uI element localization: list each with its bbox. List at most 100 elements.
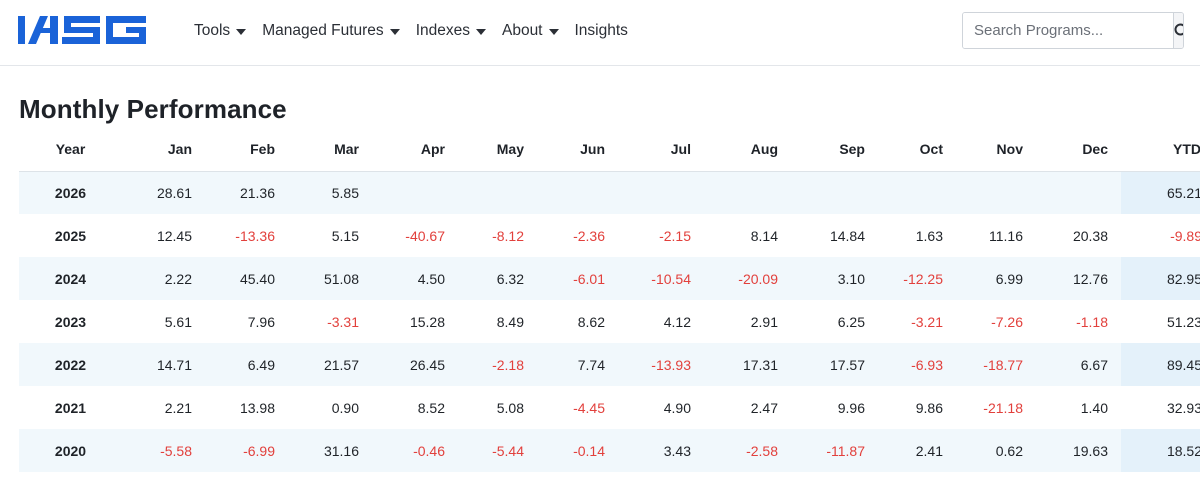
month-value-cell: 9.86: [915, 399, 943, 416]
month-value-cell: 17.57: [791, 343, 878, 386]
column-header[interactable]: May: [458, 128, 537, 172]
month-value-cell: 2.41: [878, 429, 956, 472]
month-value-cell: 12.45: [156, 227, 192, 244]
month-value-cell: -3.31: [327, 313, 359, 330]
table-body: 2026 28.61 21.36 5.85 65.21 2025 12.45 -13.36 5.…: [19, 171, 1200, 472]
chevron-down-icon: [236, 29, 247, 35]
column-header[interactable]: Dec: [1036, 128, 1121, 172]
ytd-value-cell: 65.21: [1121, 171, 1200, 214]
year-cell: 2023: [54, 313, 87, 330]
ytd-value-cell: -9.89: [1170, 227, 1200, 244]
month-value-cell: 6.99: [956, 257, 1036, 300]
table-row: 2023 5.61 7.96 -3.31 15.28 8.49 8.62 4.12 2.91 6.…: [19, 300, 1200, 343]
ytd-value-cell: 32.93: [1166, 399, 1200, 416]
nav-tools[interactable]: Tools: [194, 22, 247, 40]
month-value-cell: 5.61: [164, 313, 192, 330]
month-value-cell: 15.28: [409, 313, 445, 330]
month-value-cell: [618, 171, 704, 214]
month-value-cell: 2.47: [750, 399, 778, 416]
column-header[interactable]: Feb: [205, 128, 288, 172]
column-header[interactable]: Year: [19, 128, 122, 172]
chevron-down-icon: [548, 29, 559, 35]
month-value-cell: 3.10: [791, 257, 878, 300]
column-header[interactable]: Jul: [618, 128, 704, 172]
year-cell: 2022: [19, 343, 122, 386]
month-value-cell: -5.44: [458, 429, 537, 472]
month-value-cell: 20.38: [1072, 227, 1108, 244]
nav-insights[interactable]: Insights: [575, 22, 628, 40]
monthly-performance-table: Year Jan Feb Mar Apr May Jun Jul Aug Sep…: [19, 128, 1200, 472]
table-row: 2025 12.45 -13.36 5.15 -40.67 -8.12 -2.36 -2.15…: [19, 214, 1200, 257]
month-value-cell: 5.15: [331, 227, 359, 244]
nav-about[interactable]: About: [502, 22, 559, 40]
nav-managed-futures[interactable]: Managed Futures: [262, 22, 400, 40]
nav-indexes[interactable]: Indexes: [416, 22, 486, 40]
year-cell: 2025: [54, 227, 87, 244]
nav-insights-label: Insights: [574, 22, 628, 39]
chevron-down-icon: [475, 29, 486, 35]
column-header[interactable]: Apr: [372, 128, 458, 172]
month-value-cell: -2.18: [458, 343, 537, 386]
column-header[interactable]: YTD: [1121, 128, 1200, 172]
search-button[interactable]: [1173, 13, 1183, 48]
nav-indexes-label: Indexes: [415, 22, 470, 39]
month-value-cell: 1.40: [1080, 399, 1108, 416]
month-value-cell: 6.49: [205, 343, 288, 386]
month-value-cell: 13.98: [239, 399, 275, 416]
year-cell: 2020: [19, 429, 122, 472]
ytd-value-cell: 89.45: [1121, 343, 1200, 386]
month-value-cell: 2.91: [750, 313, 778, 330]
month-value-cell: -6.01: [537, 257, 618, 300]
month-value-cell: 51.08: [288, 257, 372, 300]
iasg-logo[interactable]: [18, 14, 158, 46]
month-value-cell: 5.85: [288, 171, 372, 214]
nav-managed-futures-label: Managed Futures: [262, 22, 384, 39]
chevron-down-icon: [389, 29, 400, 35]
month-value-cell: 8.52: [417, 399, 445, 416]
column-header[interactable]: Oct: [878, 128, 956, 172]
month-value-cell: 2.21: [164, 399, 192, 416]
month-value-cell: 2.22: [122, 257, 205, 300]
month-value-cell: 21.57: [288, 343, 372, 386]
search-input[interactable]: [963, 13, 1173, 48]
month-value-cell: -8.12: [492, 227, 524, 244]
column-header[interactable]: Jan: [122, 128, 205, 172]
nav-about-label: About: [501, 22, 543, 39]
month-value-cell: -2.36: [573, 227, 605, 244]
month-value-cell: -13.93: [618, 343, 704, 386]
table-row: 2024 2.22 45.40 51.08 4.50 6.32 -6.01 -10.54 -20…: [19, 257, 1200, 300]
search-icon: [1174, 23, 1183, 35]
month-value-cell: 7.96: [247, 313, 275, 330]
month-value-cell: -2.58: [704, 429, 791, 472]
month-value-cell: 21.36: [205, 171, 288, 214]
column-header[interactable]: Jun: [537, 128, 618, 172]
year-cell: 2024: [19, 257, 122, 300]
column-header[interactable]: Nov: [956, 128, 1036, 172]
month-value-cell: 7.74: [537, 343, 618, 386]
table-row: 2021 2.21 13.98 0.90 8.52 5.08 -4.45 4.90 2.47 9.…: [19, 386, 1200, 429]
month-value-cell: 9.96: [837, 399, 865, 416]
month-value-cell: 31.16: [288, 429, 372, 472]
month-value-cell: -20.09: [704, 257, 791, 300]
ytd-value-cell: 18.52: [1121, 429, 1200, 472]
month-value-cell: -0.46: [372, 429, 458, 472]
month-value-cell: -40.67: [405, 227, 445, 244]
column-header[interactable]: Aug: [704, 128, 791, 172]
month-value-cell: 17.31: [704, 343, 791, 386]
month-value-cell: 26.45: [372, 343, 458, 386]
month-value-cell: 3.43: [618, 429, 704, 472]
month-value-cell: -0.14: [537, 429, 618, 472]
month-value-cell: 4.90: [663, 399, 691, 416]
month-value-cell: [878, 171, 956, 214]
nav-tools-label: Tools: [194, 22, 231, 39]
year-cell: 2021: [54, 399, 87, 416]
month-value-cell: 8.62: [577, 313, 605, 330]
main-nav: Tools Managed Futures Indexes About Insi…: [194, 0, 644, 62]
column-header[interactable]: Mar: [288, 128, 372, 172]
month-value-cell: 0.62: [956, 429, 1036, 472]
month-value-cell: 28.61: [122, 171, 205, 214]
column-header[interactable]: Sep: [791, 128, 878, 172]
month-value-cell: 6.25: [837, 313, 865, 330]
month-value-cell: 1.63: [915, 227, 943, 244]
year-cell: 2026: [19, 171, 122, 214]
